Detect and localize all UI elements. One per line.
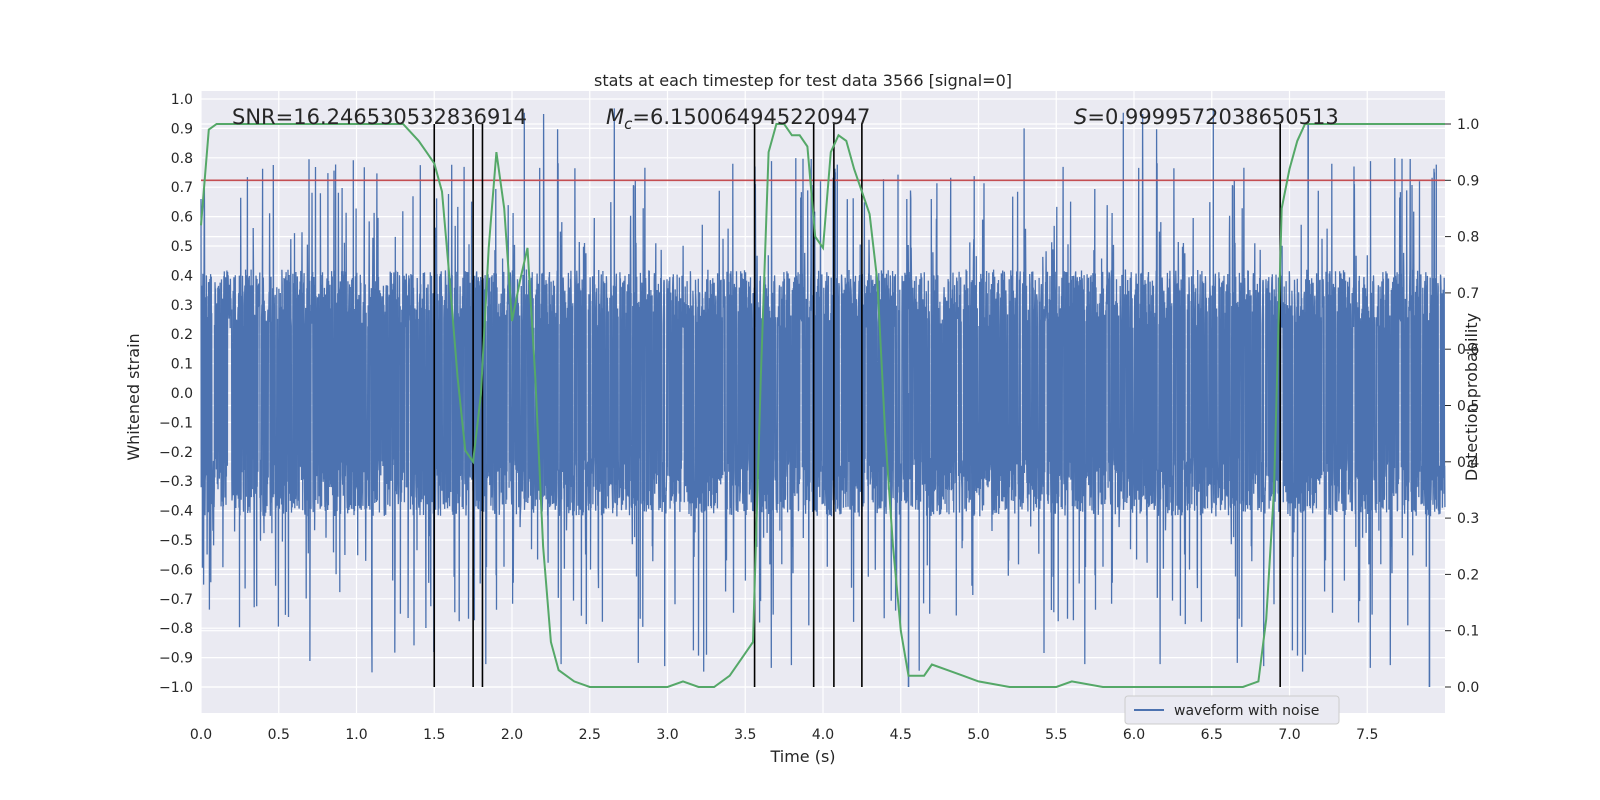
y2-tick-label: 0.5 (1457, 399, 1479, 415)
x-tick-label: 1.5 (423, 727, 445, 743)
y2-tick-label: 1.0 (1457, 117, 1479, 133)
y-tick-label: 0.9 (171, 121, 193, 137)
y-tick-label: −0.7 (159, 592, 193, 608)
x-tick-label: 3.0 (656, 727, 678, 743)
x-tick-label: 4.5 (890, 727, 912, 743)
chirp-mass-value: =6.150064945220947 (632, 105, 870, 129)
y-tick-label: 0.3 (171, 298, 193, 314)
y-tick-label: 0.0 (171, 386, 193, 402)
y2-tick-label: 0.6 (1457, 342, 1479, 358)
y-tick-label: 0.8 (171, 151, 193, 167)
x-tick-label: 0.5 (268, 727, 290, 743)
significance-value: =0.9999572038650513 (1087, 105, 1338, 129)
y-tick-label: −0.1 (159, 415, 193, 431)
x-tick-label: 4.0 (812, 727, 834, 743)
y2-tick-label: 0.4 (1457, 455, 1479, 471)
y-tick-label: −0.4 (159, 504, 193, 520)
y-axis-ticks: 1.0 0.9 0.8 0.7 0.6 0.5 0.4 0.3 0.2 0.1 0.0 −0.1 −0.… (159, 92, 193, 696)
x-tick-label: 5.0 (967, 727, 989, 743)
y2-tick-label: 0.3 (1457, 511, 1479, 527)
legend: waveform with noise (1124, 695, 1340, 725)
chart-title: stats at each timestep for test data 356… (594, 71, 1012, 90)
y-tick-label: 0.7 (171, 180, 193, 196)
waveform-series (200, 108, 1446, 687)
y2-axis-ticks: 1.0 0.9 0.8 0.7 0.6 0.5 0.4 0.3 0.2 0.1 0.0 (1445, 117, 1479, 696)
legend-label: waveform with noise (1174, 703, 1319, 719)
y-tick-label: 0.2 (171, 327, 193, 343)
x-tick-label: 3.5 (734, 727, 756, 743)
y-tick-label: −0.2 (159, 445, 193, 461)
y-tick-label: 0.6 (171, 210, 193, 226)
y2-tick-label: 0.7 (1457, 286, 1479, 302)
x-axis-label: Time (s) (769, 747, 835, 766)
y-axis-label: Whitened strain (124, 333, 143, 460)
chirp-mass-symbol: M (606, 105, 624, 129)
x-tick-label: 7.0 (1278, 727, 1300, 743)
x-tick-label: 5.5 (1045, 727, 1067, 743)
x-tick-label: 6.5 (1201, 727, 1223, 743)
significance-annotation: S=0.9999572038650513 (1074, 105, 1339, 129)
x-axis-ticks: 0.0 0.5 1.0 1.5 2.0 2.5 3.0 3.5 4.0 4.5 5.0 5.5 6.0 6… (190, 727, 1379, 743)
waveform-line (200, 108, 1446, 673)
y-tick-label: 0.5 (171, 239, 193, 255)
y-tick-label: −0.3 (159, 474, 193, 490)
significance-symbol: S (1074, 105, 1087, 129)
y-tick-label: −0.5 (159, 533, 193, 549)
x-tick-label: 1.0 (345, 727, 367, 743)
y-tick-label: −0.8 (159, 621, 193, 637)
y2-tick-label: 0.9 (1457, 173, 1479, 189)
snr-annotation: SNR=16.246530532836914 (232, 105, 527, 129)
chirp-mass-annotation: Mc=6.150064945220947 (606, 105, 870, 133)
legend-box (1124, 695, 1340, 725)
x-tick-label: 0.0 (190, 727, 212, 743)
y2-axis-label: Detection probability (1462, 313, 1481, 481)
x-tick-label: 2.0 (501, 727, 523, 743)
y2-tick-label: 0.2 (1457, 567, 1479, 583)
y2-tick-label: 0.0 (1457, 680, 1479, 696)
y-tick-label: −0.6 (159, 562, 193, 578)
x-tick-label: 2.5 (579, 727, 601, 743)
y-tick-label: −0.9 (159, 651, 193, 667)
x-tick-label: 6.0 (1123, 727, 1145, 743)
y2-tick-label: 0.8 (1457, 230, 1479, 246)
x-tick-label: 7.5 (1356, 727, 1378, 743)
y-tick-label: 0.1 (171, 357, 193, 373)
detection-probability-line (200, 123, 1445, 688)
y2-tick-label: 0.1 (1457, 624, 1479, 640)
y-tick-label: −1.0 (159, 680, 193, 696)
chirp-mass-subscript: c (624, 115, 633, 133)
y-tick-label: 1.0 (171, 92, 193, 108)
y-tick-label: 0.4 (171, 268, 193, 284)
